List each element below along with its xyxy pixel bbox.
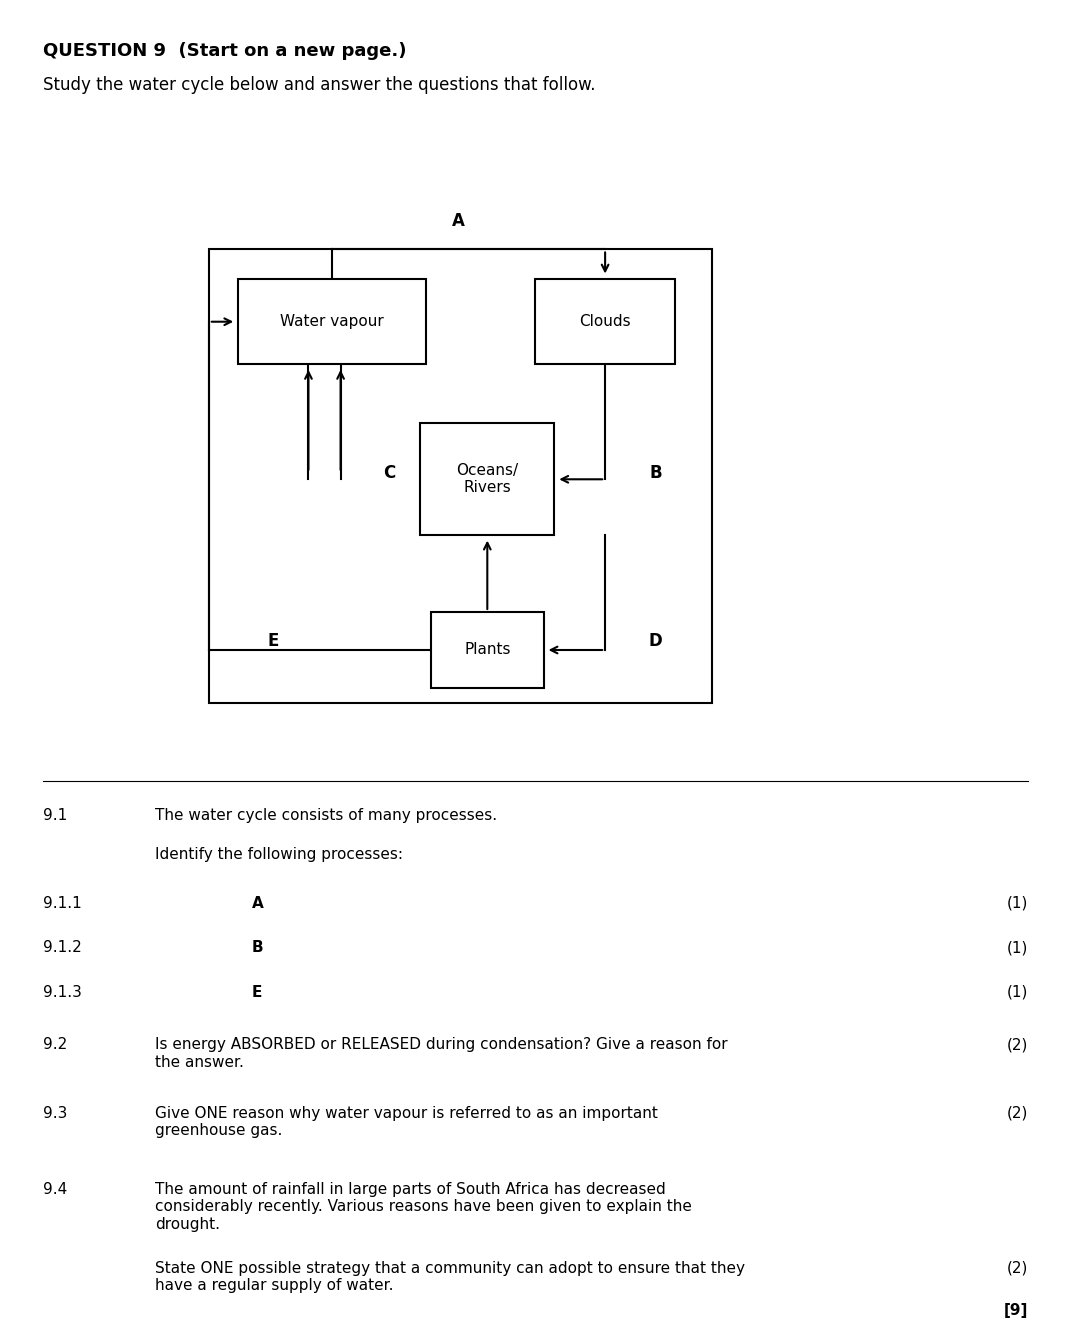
Text: D: D bbox=[649, 632, 662, 649]
Text: (1): (1) bbox=[1007, 895, 1028, 911]
Text: A: A bbox=[252, 895, 263, 911]
Text: Clouds: Clouds bbox=[579, 314, 631, 329]
FancyBboxPatch shape bbox=[432, 612, 544, 688]
Text: 9.1.2: 9.1.2 bbox=[43, 940, 81, 956]
Text: E: E bbox=[252, 985, 262, 999]
Text: (1): (1) bbox=[1007, 985, 1028, 999]
Text: B: B bbox=[252, 940, 263, 956]
Text: 9.1.1: 9.1.1 bbox=[43, 895, 81, 911]
Text: Identify the following processes:: Identify the following processes: bbox=[155, 847, 404, 862]
FancyBboxPatch shape bbox=[536, 279, 675, 364]
Text: 9.2: 9.2 bbox=[43, 1038, 67, 1052]
Text: (2): (2) bbox=[1007, 1038, 1028, 1052]
Text: The water cycle consists of many processes.: The water cycle consists of many process… bbox=[155, 808, 497, 822]
FancyBboxPatch shape bbox=[420, 424, 555, 535]
Text: 9.4: 9.4 bbox=[43, 1181, 67, 1197]
Text: State ONE possible strategy that a community can adopt to ensure that they
have : State ONE possible strategy that a commu… bbox=[155, 1261, 745, 1294]
Text: A: A bbox=[452, 211, 465, 230]
Text: Give ONE reason why water vapour is referred to as an important
greenhouse gas.: Give ONE reason why water vapour is refe… bbox=[155, 1106, 659, 1138]
Text: B: B bbox=[649, 463, 662, 482]
Text: 9.3: 9.3 bbox=[43, 1106, 67, 1121]
Text: Plants: Plants bbox=[464, 643, 511, 657]
Text: 9.1: 9.1 bbox=[43, 808, 67, 822]
Text: (2): (2) bbox=[1007, 1261, 1028, 1275]
Text: The amount of rainfall in large parts of South Africa has decreased
considerably: The amount of rainfall in large parts of… bbox=[155, 1181, 692, 1232]
Text: [9]: [9] bbox=[1004, 1303, 1028, 1317]
Text: Water vapour: Water vapour bbox=[281, 314, 383, 329]
Text: (2): (2) bbox=[1007, 1106, 1028, 1121]
Text: Study the water cycle below and answer the questions that follow.: Study the water cycle below and answer t… bbox=[43, 77, 595, 94]
Text: Is energy ABSORBED or RELEASED during condensation? Give a reason for
the answer: Is energy ABSORBED or RELEASED during co… bbox=[155, 1038, 728, 1069]
Text: 9.1.3: 9.1.3 bbox=[43, 985, 81, 999]
Text: E: E bbox=[268, 632, 278, 649]
Text: QUESTION 9  (Start on a new page.): QUESTION 9 (Start on a new page.) bbox=[43, 42, 406, 59]
Text: Oceans/
Rivers: Oceans/ Rivers bbox=[456, 463, 518, 495]
FancyBboxPatch shape bbox=[239, 279, 425, 364]
Text: (1): (1) bbox=[1007, 940, 1028, 956]
Text: C: C bbox=[382, 463, 395, 482]
